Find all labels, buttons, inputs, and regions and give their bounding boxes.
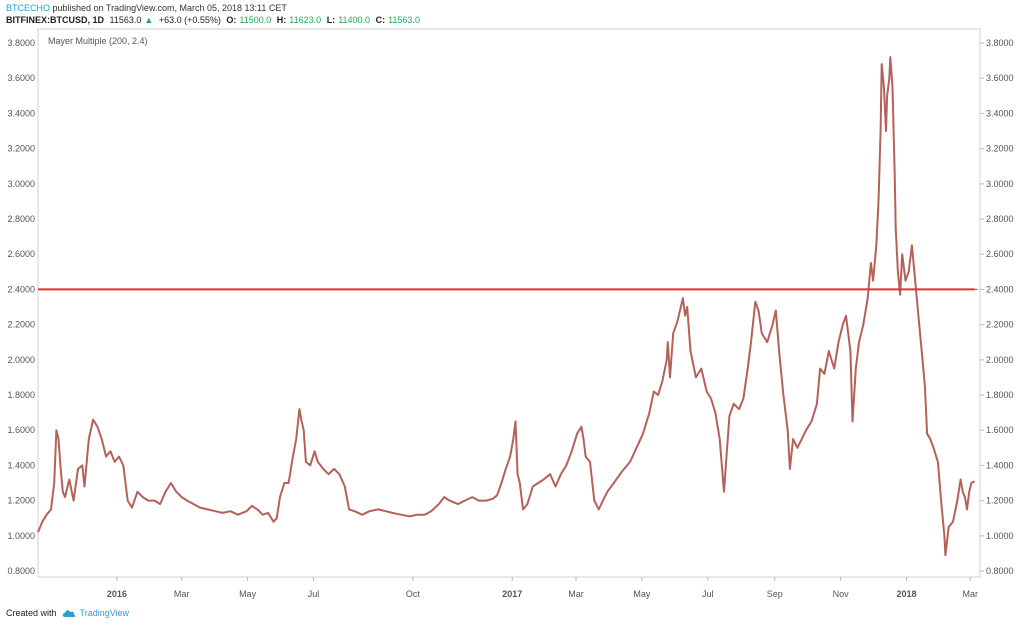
y-tick-left: 3.6000 bbox=[7, 73, 35, 83]
open-value: 11500.0 bbox=[239, 15, 272, 25]
header-row-ohlc: BITFINEX:BTCUSD, 1D 11563.0 ▲ +63.0 (+0.5… bbox=[6, 14, 423, 26]
y-tick-right: 3.8000 bbox=[986, 38, 1014, 48]
y-tick-left: 2.4000 bbox=[7, 284, 35, 294]
y-tick-left: 2.2000 bbox=[7, 320, 35, 330]
y-tick-right: 1.4000 bbox=[986, 460, 1014, 470]
y-tick-right: 2.4000 bbox=[986, 284, 1014, 294]
created-with-text: Created with bbox=[6, 608, 57, 618]
high-value: 11623.0 bbox=[289, 15, 322, 25]
up-arrow-icon: ▲ bbox=[144, 15, 154, 25]
tradingview-brand: TradingView bbox=[79, 608, 130, 618]
y-axis-left: 0.8000 1.0000 1.2000 1.4000 1.6000 1.8000 2.00… bbox=[7, 38, 35, 576]
x-tick-label: May bbox=[239, 589, 257, 599]
y-axis-right: 0.8000 1.0000 1.2000 1.4000 1.6000 1.8000 2.00… bbox=[980, 38, 1014, 576]
y-tick-left: 1.0000 bbox=[7, 531, 35, 541]
close-value: 11563.0 bbox=[388, 15, 420, 25]
tradingview-cloud-icon bbox=[62, 610, 76, 617]
open-label: O: bbox=[226, 15, 237, 25]
low-value: 11400.0 bbox=[338, 15, 371, 25]
y-tick-left: 1.6000 bbox=[7, 425, 35, 435]
y-tick-left: 3.2000 bbox=[7, 144, 35, 154]
y-tick-right: 2.0000 bbox=[986, 355, 1014, 365]
symbol-label: BITFINEX:BTCUSD, 1D bbox=[6, 15, 105, 25]
y-tick-right: 1.6000 bbox=[986, 425, 1014, 435]
y-tick-left: 3.4000 bbox=[7, 108, 35, 118]
y-tick-left: 0.8000 bbox=[7, 566, 35, 576]
y-tick-left: 3.8000 bbox=[7, 38, 35, 48]
y-tick-left: 3.0000 bbox=[7, 179, 35, 189]
chart-header: BTCECHO published on TradingView.com, Ma… bbox=[6, 2, 423, 26]
y-tick-right: 0.8000 bbox=[986, 566, 1014, 576]
y-tick-right: 1.8000 bbox=[986, 390, 1014, 400]
x-tick-label: Mar bbox=[174, 589, 190, 599]
y-tick-left: 2.0000 bbox=[7, 355, 35, 365]
author-link[interactable]: BTCECHO bbox=[6, 3, 51, 13]
y-tick-right: 3.2000 bbox=[986, 144, 1014, 154]
y-tick-right: 3.0000 bbox=[986, 179, 1014, 189]
y-tick-right: 2.8000 bbox=[986, 214, 1014, 224]
x-tick-label: Nov bbox=[833, 589, 850, 599]
x-tick-label: May bbox=[633, 589, 651, 599]
x-tick-label: 2017 bbox=[502, 589, 522, 599]
last-price: 11563.0 bbox=[109, 15, 142, 25]
x-tick-label: 2016 bbox=[107, 589, 127, 599]
close-label: C: bbox=[375, 15, 386, 25]
high-label: H: bbox=[276, 15, 287, 25]
tradingview-link[interactable]: TradingView bbox=[61, 608, 130, 618]
x-tick-label: Mar bbox=[963, 589, 979, 599]
y-tick-left: 1.4000 bbox=[7, 460, 35, 470]
x-tick-label: Jul bbox=[308, 589, 320, 599]
y-tick-left: 1.2000 bbox=[7, 496, 35, 506]
y-tick-right: 3.6000 bbox=[986, 73, 1014, 83]
y-tick-left: 1.8000 bbox=[7, 390, 35, 400]
x-tick-label: Mar bbox=[568, 589, 584, 599]
y-tick-right: 2.2000 bbox=[986, 320, 1014, 330]
mayer-multiple-line bbox=[37, 56, 976, 557]
header-row-publisher: BTCECHO published on TradingView.com, Ma… bbox=[6, 2, 423, 14]
y-tick-right: 3.4000 bbox=[986, 108, 1014, 118]
series-layer bbox=[37, 56, 976, 557]
low-label: L: bbox=[326, 15, 336, 25]
x-tick-label: Sep bbox=[767, 589, 783, 599]
plot-frame bbox=[37, 28, 981, 578]
x-tick-label: Oct bbox=[406, 589, 421, 599]
published-text: published on TradingView.com, March 05, … bbox=[52, 3, 287, 13]
footer: Created with TradingView bbox=[6, 608, 129, 618]
y-tick-left: 2.6000 bbox=[7, 249, 35, 259]
x-tick-label: 2018 bbox=[897, 589, 917, 599]
x-tick-label: Jul bbox=[702, 589, 714, 599]
y-tick-right: 1.0000 bbox=[986, 531, 1014, 541]
x-axis: 2016 Mar May Jul Oct 2017 Mar May Jul Sep Nov 2018 M… bbox=[107, 577, 978, 599]
y-tick-right: 2.6000 bbox=[986, 249, 1014, 259]
y-tick-left: 2.8000 bbox=[7, 214, 35, 224]
price-change: +63.0 (+0.55%) bbox=[158, 15, 221, 25]
indicator-label: Mayer Multiple (200, 2.4) bbox=[48, 36, 148, 46]
y-tick-right: 1.2000 bbox=[986, 496, 1014, 506]
